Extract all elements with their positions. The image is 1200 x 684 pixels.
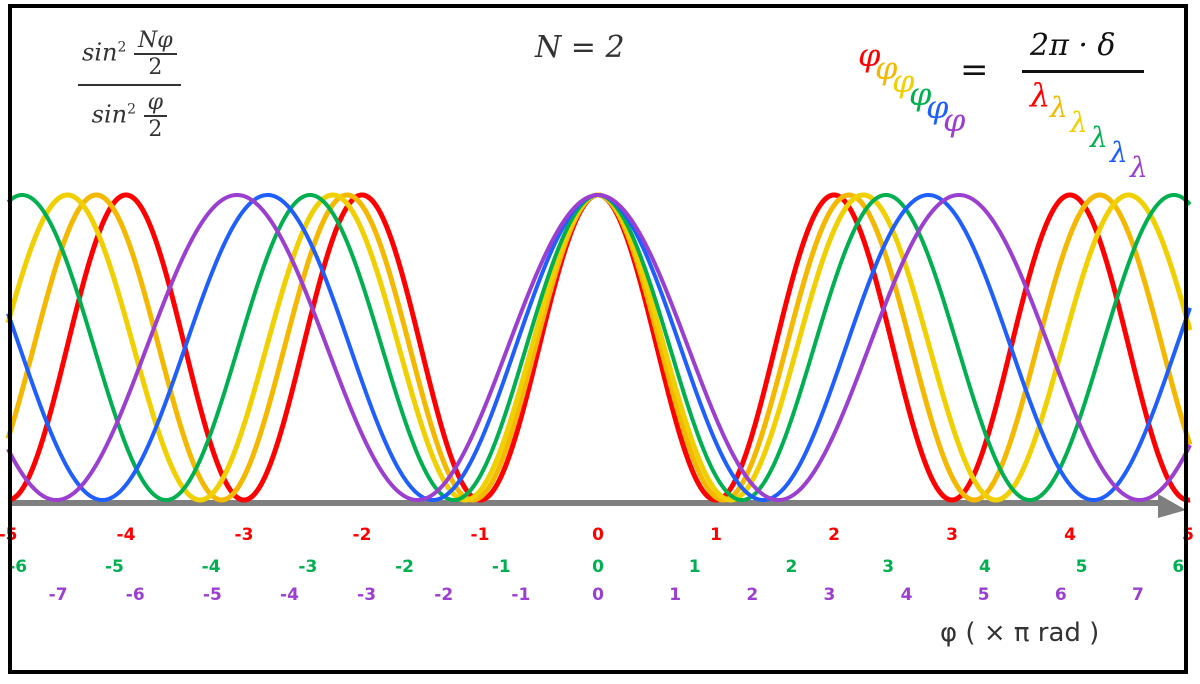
tick-label: 2 — [828, 525, 840, 545]
phi-symbol: φ — [926, 88, 949, 126]
tick-label: -4 — [202, 557, 221, 577]
tick-label: 4 — [901, 585, 913, 605]
intensity-curve-5 — [6, 192, 1192, 503]
phi-symbol: φ — [858, 36, 881, 74]
tick-label: -1 — [492, 557, 511, 577]
tick-label: -6 — [8, 557, 27, 577]
tick-label: -4 — [280, 585, 299, 605]
tick-label: -2 — [434, 585, 453, 605]
tick-label: 0 — [592, 525, 604, 545]
tick-label: -2 — [395, 557, 414, 577]
tick-label: 4 — [979, 557, 991, 577]
frac-top: Nφ — [134, 28, 177, 55]
tick-label: 3 — [946, 525, 958, 545]
chart-title: N = 2 — [535, 30, 625, 65]
tick-label: 2 — [786, 557, 798, 577]
relation-numerator: 2π · δ — [1030, 28, 1116, 63]
tick-label: 2 — [746, 585, 758, 605]
frac-bottom: 2 — [148, 55, 163, 80]
lambda-symbol: λ — [1070, 106, 1088, 139]
phi-symbol: φ — [892, 62, 915, 100]
frame-border — [8, 4, 1188, 674]
lambda-symbol: λ — [1090, 121, 1108, 154]
tick-label: 5 — [1076, 557, 1088, 577]
tick-label: -5 — [105, 557, 124, 577]
tick-label: 5 — [978, 585, 990, 605]
sin-text: sin — [91, 100, 128, 129]
tick-label: 1 — [669, 585, 681, 605]
fraction-bar — [1022, 70, 1144, 73]
frac-bottom: 2 — [148, 117, 163, 142]
tick-label: -3 — [298, 557, 317, 577]
tick-label: 3 — [882, 557, 894, 577]
tick-label: 0 — [592, 585, 604, 605]
tick-label: 0 — [592, 557, 604, 577]
lambda-symbol: λ — [1030, 76, 1051, 114]
sin-text: sin — [82, 38, 118, 67]
tick-label: 6 — [1172, 557, 1184, 577]
x-axis-line — [8, 500, 1160, 506]
tick-label: 7 — [1132, 585, 1144, 605]
equals-sign: = — [960, 50, 989, 90]
phi-symbol: φ — [943, 101, 966, 139]
tick-label: 5 — [1182, 525, 1194, 545]
exponent: 2 — [117, 39, 127, 56]
tick-label: 6 — [1055, 585, 1067, 605]
tick-label: -7 — [49, 585, 68, 605]
half-angle-fraction: Nφ 2 — [134, 28, 177, 80]
tick-label: 3 — [823, 585, 835, 605]
tick-label: -5 — [203, 585, 222, 605]
frac-top: φ — [143, 90, 168, 117]
x-axis-arrow — [1158, 494, 1186, 518]
lambda-symbol: λ — [1110, 136, 1128, 169]
tick-label: -4 — [117, 525, 136, 545]
tick-label: -1 — [511, 585, 530, 605]
tick-label: 1 — [689, 557, 701, 577]
exponent: 2 — [127, 101, 136, 118]
lambda-symbol: λ — [1050, 91, 1068, 124]
lambda-symbol: λ — [1130, 151, 1148, 184]
phi-symbol: φ — [875, 49, 898, 87]
tick-label: 4 — [1064, 525, 1076, 545]
tick-label: -3 — [235, 525, 254, 545]
phi-symbol: φ — [909, 75, 932, 113]
tick-label: -3 — [357, 585, 376, 605]
formula-numerator: sin2 Nφ 2 — [78, 28, 181, 86]
tick-label: 1 — [710, 525, 722, 545]
tick-label: -2 — [353, 525, 372, 545]
x-axis-label: φ ( × π rad ) — [940, 618, 1100, 648]
tick-label: -6 — [126, 585, 145, 605]
tick-label: -1 — [471, 525, 490, 545]
